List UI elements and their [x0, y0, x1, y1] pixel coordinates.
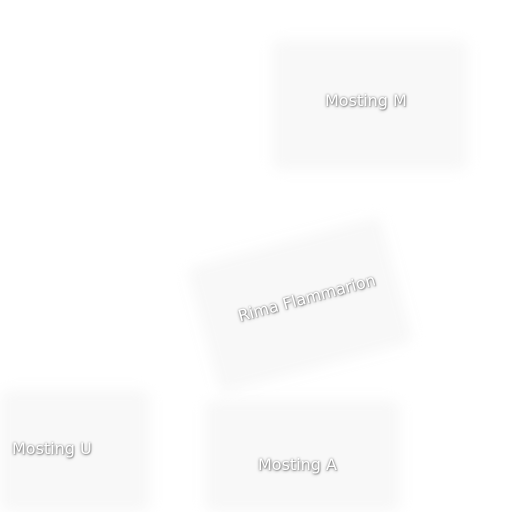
region-glow-mosting-m	[272, 40, 468, 170]
region-glow-mosting-u	[0, 390, 150, 512]
label-mosting-m: Mosting M	[325, 91, 407, 110]
region-glow-mosting-a	[205, 400, 400, 512]
label-mosting-u: Mosting U	[12, 439, 92, 458]
label-mosting-a: Mosting A	[258, 455, 337, 474]
